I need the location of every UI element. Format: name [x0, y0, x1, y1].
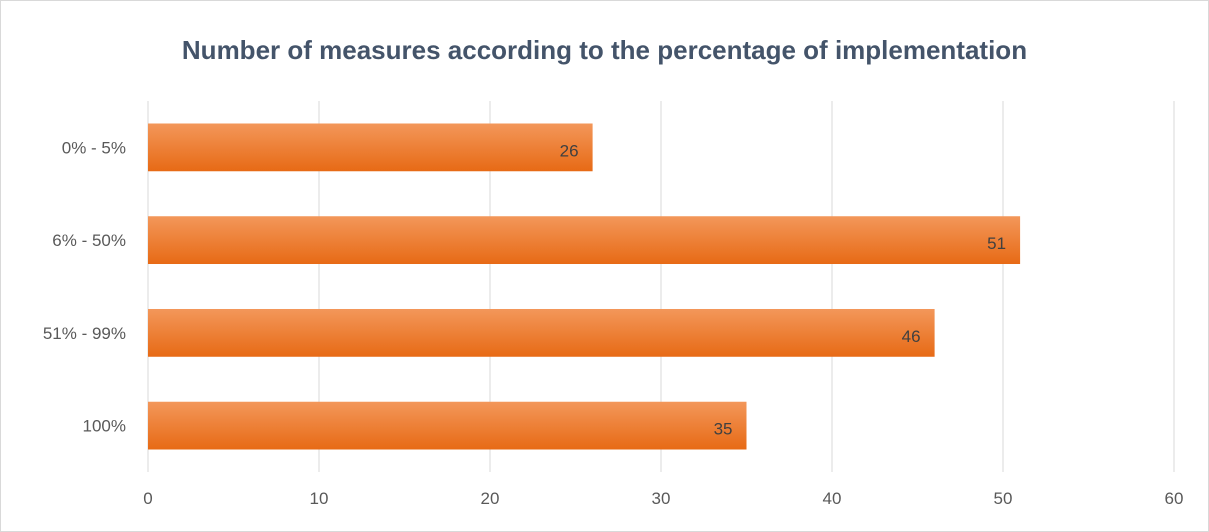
x-tick-label: 0 [143, 489, 152, 508]
bar-data-label: 26 [560, 141, 579, 160]
y-category-label: 0% - 5% [62, 138, 126, 157]
bar-data-label: 35 [714, 420, 733, 439]
x-tick-label: 40 [823, 489, 842, 508]
x-tick-label: 50 [994, 489, 1013, 508]
y-category-label: 100% [83, 417, 126, 436]
chart-title: Number of measures according to the perc… [181, 35, 1028, 65]
y-category-label: 51% - 99% [43, 324, 126, 343]
bar-data-label: 46 [902, 327, 921, 346]
bar [148, 123, 593, 172]
bar [148, 216, 1021, 265]
y-category-label: 6% - 50% [52, 231, 126, 250]
bar-data-label: 51 [987, 234, 1006, 253]
bar [148, 401, 747, 450]
x-tick-label: 20 [481, 489, 500, 508]
x-tick-label: 60 [1165, 489, 1184, 508]
x-tick-label: 10 [310, 489, 329, 508]
bar [148, 308, 935, 357]
x-tick-label: 30 [652, 489, 671, 508]
